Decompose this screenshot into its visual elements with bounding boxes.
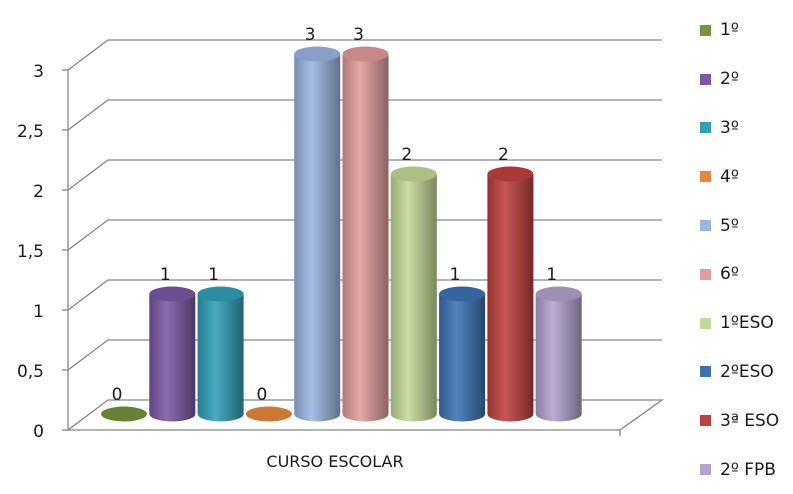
legend-label: 2ºESO: [720, 361, 774, 382]
bar-body: [390, 174, 437, 422]
bar: [197, 286, 244, 422]
legend-label: 3ª ESO: [720, 410, 780, 431]
legend-label: 4º: [720, 166, 739, 187]
bar: [245, 406, 292, 422]
legend-item: 3ª ESO: [700, 396, 792, 445]
data-labels: 0 1 1 0 3 3 2 1 2 1: [112, 25, 558, 405]
bar: [101, 406, 147, 422]
data-label: 1: [450, 265, 461, 285]
legend-label: 1º: [720, 20, 739, 41]
bar-body: [197, 294, 244, 422]
bar-top: [149, 286, 196, 302]
y-tick-label: 2: [33, 182, 44, 202]
bar-top: [535, 286, 582, 302]
legend-swatch: [700, 317, 711, 329]
y-tick-label: 0,5: [17, 362, 44, 382]
bar-top: [439, 286, 486, 302]
legend-label: 3º: [720, 117, 739, 138]
bar-body: [342, 54, 389, 422]
legend-label: 2º FPB: [720, 459, 776, 480]
data-label: 1: [546, 265, 557, 285]
legend-swatch: [700, 415, 711, 427]
legend-label: 6º: [720, 264, 739, 285]
bar-body: [535, 294, 582, 422]
y-tick-label: 0: [33, 422, 44, 442]
legend-item: 6º: [700, 250, 792, 299]
data-label: 3: [353, 25, 364, 45]
bar-body: [149, 294, 196, 422]
bar: [342, 46, 389, 422]
legend-swatch: [700, 268, 711, 280]
bar: [535, 286, 582, 422]
gridline: [67, 99, 662, 131]
legend-swatch: [700, 220, 711, 232]
bar-body: [294, 54, 341, 422]
legend-swatch: [700, 24, 711, 36]
gridline: [67, 219, 662, 251]
legend-label: 5º: [720, 215, 739, 236]
bar-body: [487, 174, 534, 422]
data-label: 0: [256, 385, 267, 405]
bar-top: [294, 46, 341, 62]
legend-swatch: [700, 366, 711, 378]
bar: [149, 286, 196, 422]
bar-top: [390, 166, 437, 182]
gridline: [67, 39, 662, 71]
data-label: 3: [305, 25, 316, 45]
legend-item: 2ºESO: [700, 348, 792, 397]
bar: [487, 166, 534, 422]
legend-item: 2º: [700, 55, 792, 104]
data-label: 0: [112, 385, 123, 405]
legend-swatch: [700, 122, 711, 134]
y-tick-label: 3: [33, 62, 44, 82]
gridline: [67, 279, 662, 311]
legend-item: 1ºESO: [700, 299, 792, 348]
bar-top: [487, 166, 534, 182]
data-label: 2: [498, 145, 509, 165]
bar: [294, 46, 341, 422]
bar-top: [342, 46, 389, 62]
x-axis-title: CURSO ESCOLAR: [266, 452, 404, 471]
legend-item: 4º: [700, 152, 792, 201]
bar: [439, 286, 486, 422]
legend-swatch: [700, 171, 711, 183]
legend-item: 3º: [700, 104, 792, 153]
legend-item: 2º FPB: [700, 445, 792, 494]
chart-floor: [66, 399, 665, 431]
y-tick-label: 1,5: [17, 242, 44, 262]
legend-item: 1º: [700, 6, 792, 55]
gridline: [67, 159, 662, 191]
legend: 1º 2º 3º 4º 5º 6º 1ºESO 2ºESO 3ª ESO 2º FPB: [700, 6, 792, 494]
bar-top: [197, 286, 244, 302]
y-tick-label: 2,5: [17, 122, 44, 142]
bar-top: [245, 406, 292, 422]
data-label: 1: [208, 265, 219, 285]
legend-swatch: [700, 73, 711, 85]
data-label: 2: [401, 145, 412, 165]
bars: [101, 46, 582, 422]
legend-item: 5º: [700, 201, 792, 250]
y-tick-label: 1: [33, 302, 44, 322]
chart-plot: 0 0,5 1 1,5 2 2,5 3 0 1 1 0 3 3 2 1 2 1: [17, 25, 665, 442]
bar-top: [101, 406, 147, 422]
data-label: 1: [160, 265, 171, 285]
bar: [390, 166, 437, 422]
axes: [62, 69, 665, 436]
y-tick-labels: 0 0,5 1 1,5 2 2,5 3: [17, 62, 44, 442]
legend-label: 2º: [720, 69, 739, 90]
legend-label: 1ºESO: [720, 313, 774, 334]
bar-body: [439, 294, 486, 422]
legend-swatch: [700, 464, 711, 476]
